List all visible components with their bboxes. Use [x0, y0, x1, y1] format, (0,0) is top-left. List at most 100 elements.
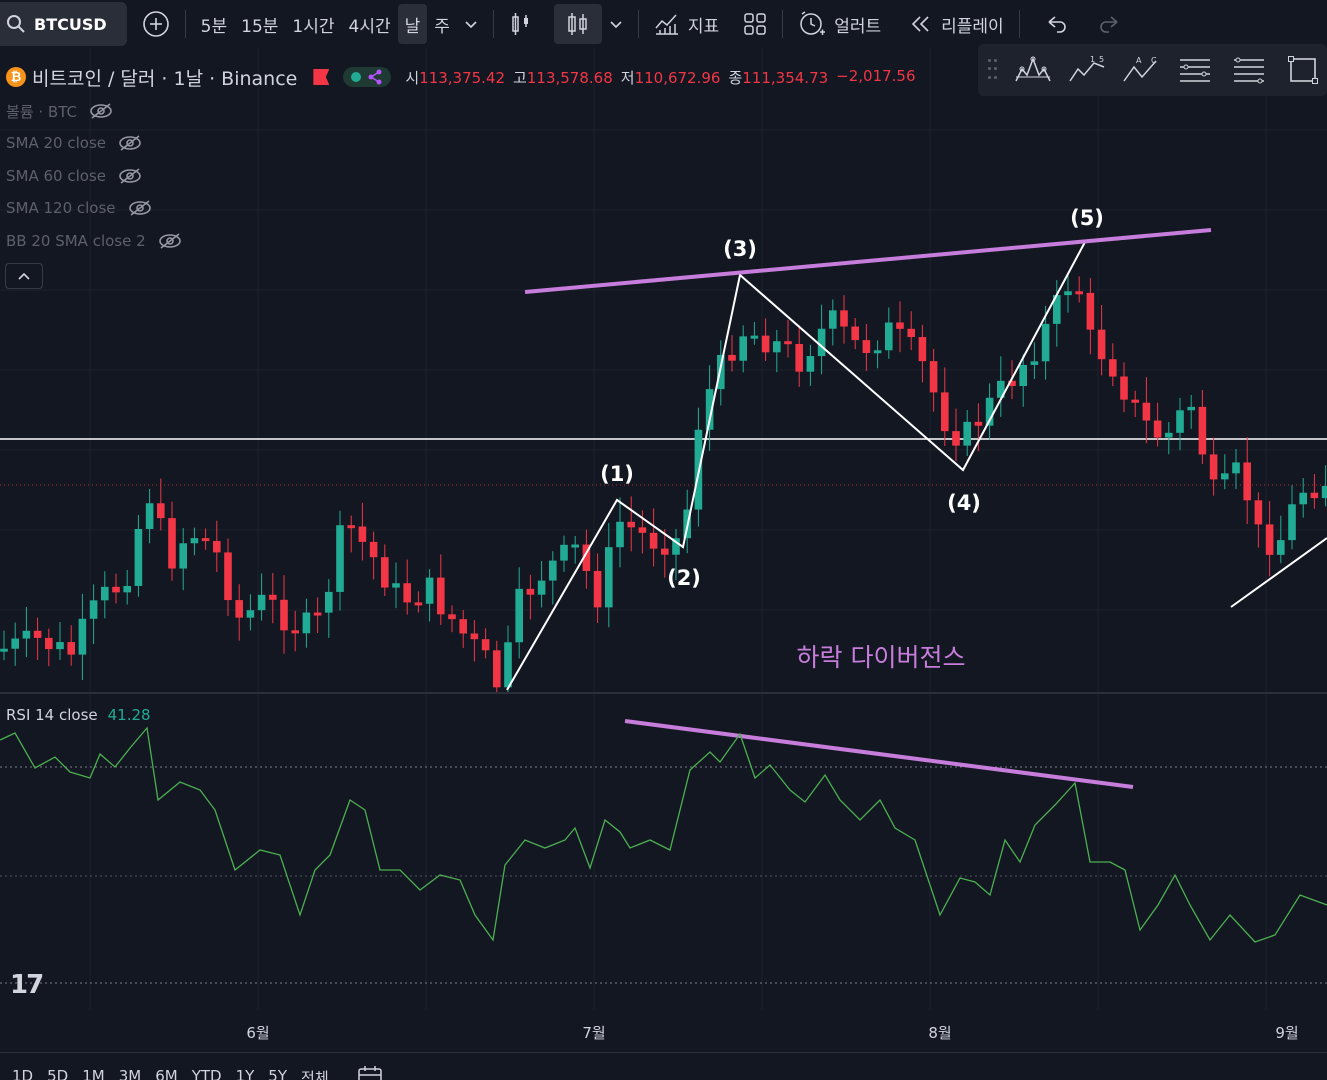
interval-5m[interactable]: 5분 [200, 16, 228, 37]
candle-body [381, 557, 389, 588]
bar-chart-button[interactable] [502, 4, 540, 44]
elliott-wave-line[interactable] [506, 241, 1086, 691]
chart-grid [0, 48, 1327, 1010]
candle-body [549, 560, 557, 581]
eye-off-icon[interactable] [118, 134, 142, 152]
alert-button[interactable]: 얼러트 [791, 4, 888, 44]
flag-icon[interactable] [313, 69, 330, 85]
rsi-line [0, 726, 1327, 943]
indicators-label: 지표 [687, 16, 720, 37]
redo-icon [1099, 16, 1118, 33]
range-1y[interactable]: 1Y [235, 1067, 255, 1080]
toolbar-divider [1018, 10, 1020, 38]
eye-off-icon[interactable] [118, 167, 142, 185]
candle-body [246, 610, 255, 618]
indicator-label: SMA 20 close [6, 134, 106, 152]
market-status-pill[interactable] [343, 67, 392, 87]
candle-body [974, 421, 983, 426]
range-1d[interactable]: 1D [12, 1067, 34, 1080]
candle-body [313, 612, 322, 616]
eye-off-icon[interactable] [89, 102, 113, 120]
candle-body [1041, 323, 1050, 362]
symbol-label: BTCUSD [34, 14, 107, 34]
range-all[interactable]: 전체 [301, 1069, 329, 1080]
wave-label-5[interactable]: (5) [1070, 206, 1104, 230]
divergence-label[interactable]: 하락 다이버전스 [797, 643, 966, 672]
indicator-sma60[interactable]: SMA 60 close [6, 165, 142, 187]
svg-text:1: 1 [1090, 55, 1095, 64]
rsi-legend[interactable]: RSI 14 close 41.28 [6, 706, 151, 724]
svg-text:C: C [1151, 56, 1157, 65]
replay-icon [911, 16, 929, 32]
candle-body [537, 580, 546, 595]
candle-body [761, 335, 770, 353]
wave-label-1[interactable]: (1) [600, 462, 634, 486]
fib-levels-icon [1234, 57, 1264, 84]
tradingview-logo[interactable]: 17 [10, 970, 44, 1000]
time-axis-label: 8월 [928, 1024, 952, 1042]
candle-body [1131, 399, 1139, 403]
interval-1w[interactable]: 주 [434, 16, 450, 37]
interval-4h[interactable]: 4시간 [348, 16, 391, 37]
candle-body [213, 540, 221, 553]
candle-body [851, 326, 859, 341]
layout-button[interactable] [736, 4, 774, 44]
range-3m[interactable]: 3M [118, 1067, 142, 1080]
fib-retracement-tool-button[interactable] [1230, 51, 1268, 89]
candle-body [997, 380, 1005, 398]
candle-body [1030, 361, 1039, 365]
candle-body [1053, 295, 1061, 324]
candle-body [459, 619, 467, 634]
pattern-tool-button[interactable] [1014, 51, 1052, 89]
symbol-search-button[interactable]: BTCUSD [0, 2, 127, 46]
undo-button[interactable] [1038, 4, 1076, 44]
range-5y[interactable]: 5Y [268, 1067, 288, 1080]
wave-label-4[interactable]: (4) [947, 491, 981, 515]
range-ytd[interactable]: YTD [191, 1067, 222, 1080]
add-symbol-button[interactable] [135, 4, 177, 44]
rectangle-icon [1288, 56, 1318, 84]
indicator-sma20[interactable]: SMA 20 close [6, 132, 142, 154]
collapse-legend-button[interactable] [5, 263, 43, 289]
interval-1h[interactable]: 1시간 [292, 16, 335, 37]
candle-chart-button[interactable] [553, 4, 602, 44]
candle-body [873, 350, 882, 354]
chart-canvas[interactable]: (1) (2) (3) (4) (5) 하락 다이버전스 [0, 0, 1327, 1052]
candle-body [358, 526, 367, 542]
drag-handle-icon[interactable] [988, 59, 998, 81]
wave-label-2[interactable]: (2) [667, 566, 701, 590]
support-trendline[interactable] [1230, 537, 1327, 608]
candle-body [112, 586, 120, 593]
candle-body [952, 431, 960, 446]
date-range-button[interactable] [357, 1053, 383, 1080]
candle-body [638, 527, 647, 533]
eye-off-icon[interactable] [128, 199, 152, 217]
range-5d[interactable]: 5D [47, 1067, 69, 1080]
rsi-trendline[interactable] [624, 719, 1134, 789]
eye-off-icon[interactable] [158, 232, 182, 250]
interval-15m[interactable]: 15분 [241, 16, 279, 37]
indicator-sma120[interactable]: SMA 120 close [6, 197, 152, 219]
indicator-volume[interactable]: 볼륨 · BTC [6, 100, 113, 122]
interval-dropdown[interactable] [457, 4, 485, 44]
range-1m[interactable]: 1M [82, 1067, 105, 1080]
indicator-bb20[interactable]: BB 20 SMA close 2 [6, 230, 182, 252]
layout-grid-icon [744, 13, 766, 35]
pair-title[interactable]: 비트코인 / 달러 · 1날 · Binance [32, 67, 298, 90]
interval-1d[interactable]: 날 [397, 4, 428, 44]
range-6m[interactable]: 6M [155, 1067, 178, 1080]
indicators-button[interactable]: 지표 [647, 4, 726, 44]
candle-chart-icon [568, 13, 587, 35]
candle-body [168, 518, 176, 569]
wave-label-3[interactable]: (3) [723, 237, 757, 261]
redo-button[interactable] [1090, 4, 1128, 44]
fib-channel-tool-button[interactable] [1176, 51, 1214, 89]
candle-body [190, 538, 199, 544]
rectangle-tool-button[interactable] [1284, 51, 1322, 89]
ohlc-values: 시113,375.42 고113,578.68 저110,672.96 종111… [405, 67, 915, 88]
replay-button[interactable]: 리플레이 [902, 4, 1011, 44]
chart-type-dropdown[interactable] [602, 4, 630, 44]
price-trendline[interactable] [524, 228, 1212, 294]
